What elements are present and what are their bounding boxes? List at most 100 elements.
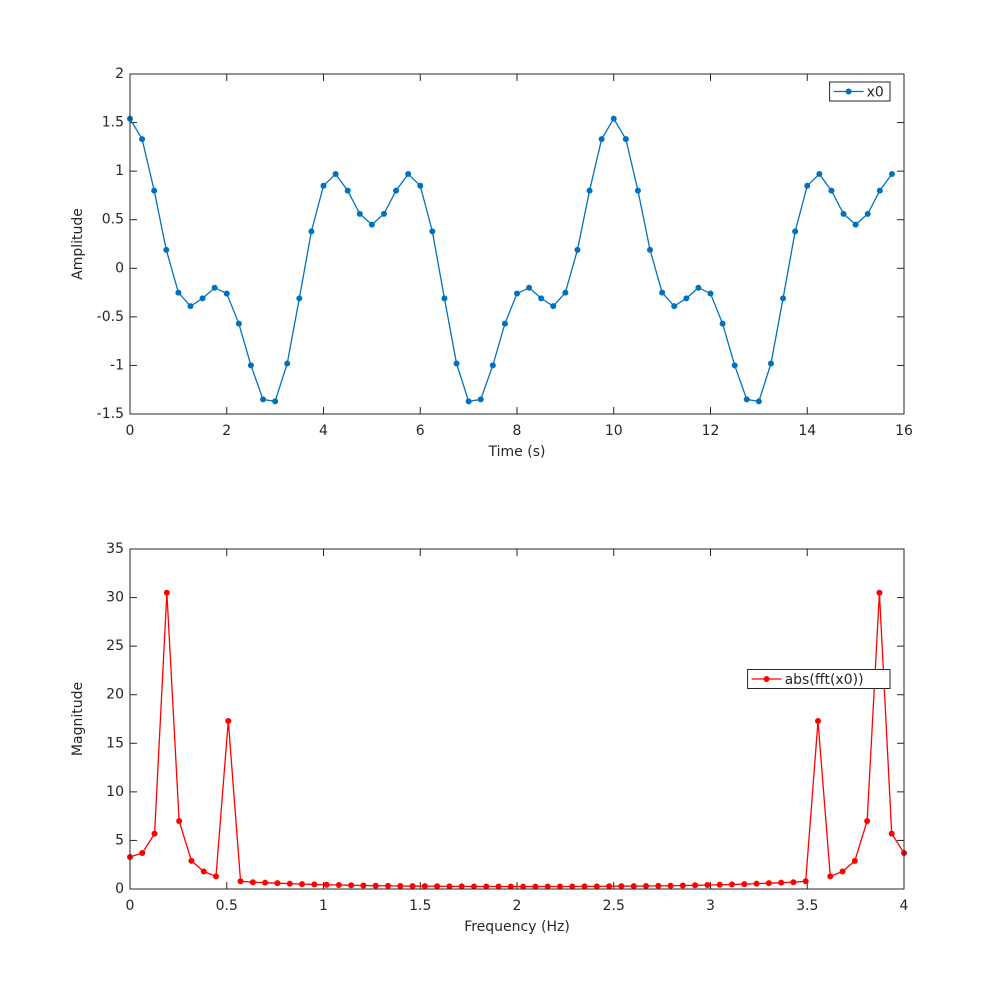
data-point bbox=[569, 883, 576, 890]
legend-box bbox=[747, 669, 891, 689]
data-point bbox=[765, 880, 772, 887]
data-point bbox=[622, 136, 629, 143]
data-point bbox=[397, 882, 404, 889]
data-point bbox=[851, 857, 858, 864]
data-point bbox=[815, 717, 822, 724]
data-point bbox=[380, 210, 387, 217]
data-point bbox=[211, 284, 218, 291]
data-point bbox=[151, 187, 158, 194]
data-point bbox=[562, 289, 569, 296]
data-point bbox=[311, 881, 318, 888]
series-line bbox=[129, 592, 905, 888]
axes-box bbox=[129, 548, 905, 890]
data-point bbox=[372, 882, 379, 889]
data-point bbox=[692, 882, 699, 889]
data-point bbox=[839, 868, 846, 875]
data-point bbox=[804, 182, 811, 189]
data-point bbox=[417, 182, 424, 189]
data-point bbox=[780, 295, 787, 302]
data-point bbox=[864, 210, 871, 217]
data-point bbox=[816, 171, 823, 178]
data-point bbox=[593, 883, 600, 890]
data-point bbox=[187, 303, 194, 310]
data-point bbox=[441, 295, 448, 302]
data-point bbox=[176, 818, 183, 824]
x-tick-label: 0 bbox=[126, 898, 135, 914]
x-tick-label: 2 bbox=[513, 898, 522, 914]
data-point bbox=[618, 883, 625, 890]
y-tick-label: 2 bbox=[115, 66, 124, 82]
data-point bbox=[223, 290, 230, 297]
y-tick-label: 15 bbox=[106, 735, 124, 751]
data-point bbox=[753, 880, 760, 887]
data-point bbox=[743, 396, 750, 403]
data-point bbox=[471, 883, 478, 890]
data-point bbox=[716, 881, 723, 888]
data-point bbox=[139, 136, 146, 143]
data-point bbox=[235, 320, 242, 327]
data-point bbox=[237, 878, 244, 885]
x-tick-label: 1.5 bbox=[409, 898, 431, 914]
data-point bbox=[755, 398, 762, 405]
data-point bbox=[643, 882, 650, 889]
y-tick-label: -0.5 bbox=[97, 309, 124, 325]
data-point bbox=[446, 883, 453, 890]
x-tick-label: 3 bbox=[706, 898, 715, 914]
data-point bbox=[308, 228, 315, 235]
data-point bbox=[647, 246, 654, 253]
data-point bbox=[544, 883, 551, 890]
data-point bbox=[429, 228, 436, 235]
data-point bbox=[495, 883, 502, 890]
data-point bbox=[538, 295, 545, 302]
data-point bbox=[384, 882, 391, 889]
data-point bbox=[225, 717, 232, 724]
data-point bbox=[151, 830, 158, 837]
data-point bbox=[434, 883, 441, 890]
data-point bbox=[679, 882, 686, 889]
data-point bbox=[634, 187, 641, 194]
x-tick-label: 1 bbox=[319, 898, 328, 914]
data-point bbox=[586, 187, 593, 194]
data-point bbox=[393, 187, 400, 194]
data-point bbox=[888, 830, 895, 837]
data-point bbox=[671, 303, 678, 310]
data-point bbox=[876, 589, 883, 596]
data-point bbox=[719, 320, 726, 327]
data-point bbox=[526, 284, 533, 291]
data-point bbox=[852, 221, 859, 228]
data-point bbox=[274, 880, 281, 887]
data-point bbox=[741, 881, 748, 888]
data-point bbox=[344, 187, 351, 194]
data-point bbox=[532, 883, 539, 890]
x-tick-label: 4 bbox=[319, 423, 328, 439]
x-tick-label: 8 bbox=[513, 423, 522, 439]
axes-background bbox=[130, 549, 904, 889]
data-point bbox=[520, 883, 527, 890]
data-point bbox=[360, 882, 367, 889]
data-point bbox=[175, 289, 182, 296]
data-point bbox=[421, 883, 428, 890]
data-point bbox=[507, 883, 514, 890]
y-tick-label: 30 bbox=[106, 590, 124, 606]
data-point bbox=[199, 295, 206, 302]
data-point bbox=[778, 879, 785, 886]
data-point bbox=[827, 873, 834, 880]
y-tick-label: 0 bbox=[115, 881, 124, 897]
y-tick-label: -1 bbox=[110, 357, 124, 373]
data-point bbox=[550, 303, 557, 310]
data-point bbox=[163, 246, 170, 253]
y-tick-label: 25 bbox=[106, 638, 124, 654]
x-tick-label: 10 bbox=[605, 423, 623, 439]
data-point bbox=[405, 171, 412, 178]
data-point bbox=[659, 289, 666, 296]
data-point bbox=[163, 589, 170, 596]
x-tick-label: 14 bbox=[798, 423, 816, 439]
data-point bbox=[409, 883, 416, 890]
data-point bbox=[286, 880, 293, 887]
data-point bbox=[139, 850, 146, 857]
data-point bbox=[667, 882, 674, 889]
data-point bbox=[864, 818, 871, 824]
axes-background bbox=[130, 74, 904, 414]
data-point bbox=[731, 362, 738, 369]
